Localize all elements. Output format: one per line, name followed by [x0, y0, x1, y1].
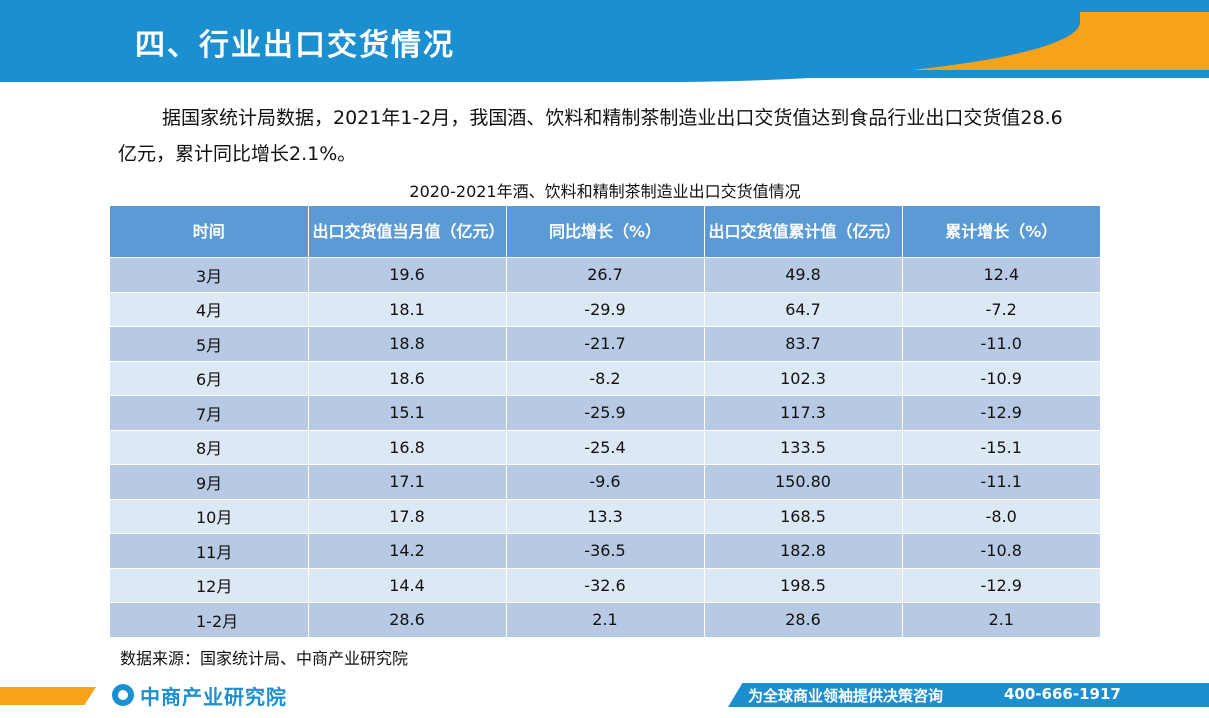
footer-blue-bar	[728, 683, 1209, 707]
table-row: 10月 17.8 13.3 168.5 -8.0	[110, 498, 1100, 534]
cell-time: 3月	[110, 257, 309, 292]
cell-monthly-value: 28.6	[308, 602, 507, 637]
cell-time: 9月	[110, 464, 309, 499]
column-header-yoy-growth: 同比增长（%）	[506, 206, 705, 258]
header-blue-wave	[0, 0, 1080, 82]
cell-time: 12月	[110, 567, 309, 603]
cell-time: 7月	[110, 395, 309, 430]
cell-cumulative-value: 182.8	[704, 533, 903, 568]
column-header-cumulative-growth: 累计增长（%）	[902, 206, 1100, 258]
cell-cumulative-growth: -7.2	[902, 291, 1100, 327]
cell-time: 8月	[110, 429, 309, 465]
footer-phone: 400-666-1917	[1004, 685, 1121, 703]
cell-cumulative-growth: -10.9	[902, 360, 1100, 396]
footer-logo: 中商产业研究院	[112, 683, 287, 709]
table-row: 9月 17.1 -9.6 150.80 -11.1	[110, 464, 1100, 499]
table-row: 5月 18.8 -21.7 83.7 -11.0	[110, 326, 1100, 361]
table-header-row: 时间 出口交货值当月值（亿元） 同比增长（%） 出口交货值累计值（亿元） 累计增…	[110, 206, 1100, 258]
cell-monthly-value: 18.1	[308, 291, 507, 327]
company-logo-icon	[112, 684, 134, 706]
cell-yoy-growth: -29.9	[506, 291, 705, 327]
table-body: 3月 19.6 26.7 49.8 12.4 4月 18.1 -29.9 64.7 -7.2 5月 1…	[110, 257, 1100, 637]
cell-yoy-growth: -25.4	[506, 429, 705, 465]
cell-monthly-value: 18.6	[308, 360, 507, 396]
cell-cumulative-value: 102.3	[704, 360, 903, 396]
cell-yoy-growth: -32.6	[506, 567, 705, 603]
cell-time: 5月	[110, 326, 309, 361]
table-row: 11月 14.2 -36.5 182.8 -10.8	[110, 533, 1100, 568]
header-banner: 四、行业出口交货情况	[0, 0, 1209, 82]
table-row: 7月 15.1 -25.9 117.3 -12.9	[110, 395, 1100, 430]
intro-paragraph: 据国家统计局数据，2021年1-2月，我国酒、饮料和精制茶制造业出口交货值达到食…	[118, 107, 1063, 165]
cell-monthly-value: 14.2	[308, 533, 507, 568]
table-title: 2020-2021年酒、饮料和精制茶制造业出口交货值情况	[409, 182, 801, 201]
cell-cumulative-growth: -11.1	[902, 464, 1100, 499]
cell-yoy-growth: 13.3	[506, 498, 705, 534]
table-row: 1-2月 28.6 2.1 28.6 2.1	[110, 602, 1100, 637]
data-source-note: 数据来源：国家统计局、中商产业研究院	[120, 649, 409, 668]
cell-cumulative-value: 168.5	[704, 498, 903, 534]
cell-cumulative-growth: 2.1	[902, 602, 1100, 637]
cell-time: 6月	[110, 360, 309, 396]
cell-cumulative-growth: -10.8	[902, 533, 1100, 568]
page-title: 四、行业出口交货情况	[135, 28, 455, 63]
cell-monthly-value: 17.1	[308, 464, 507, 499]
cell-yoy-growth: -8.2	[506, 360, 705, 396]
cell-cumulative-growth: -12.9	[902, 567, 1100, 603]
cell-monthly-value: 18.8	[308, 326, 507, 361]
cell-cumulative-growth: -15.1	[902, 429, 1100, 465]
cell-yoy-growth: 2.1	[506, 602, 705, 637]
table-row: 4月 18.1 -29.9 64.7 -7.2	[110, 291, 1100, 327]
footer-logo-text: 中商产业研究院	[140, 684, 287, 709]
cell-time: 4月	[110, 291, 309, 327]
cell-yoy-growth: -21.7	[506, 326, 705, 361]
cell-cumulative-value: 133.5	[704, 429, 903, 465]
cell-cumulative-value: 28.6	[704, 602, 903, 637]
column-header-cumulative-value: 出口交货值累计值（亿元）	[704, 206, 903, 258]
cell-cumulative-value: 83.7	[704, 326, 903, 361]
cell-cumulative-growth: -11.0	[902, 326, 1100, 361]
column-header-monthly-value: 出口交货值当月值（亿元）	[308, 206, 507, 258]
cell-time: 1-2月	[110, 602, 309, 637]
cell-monthly-value: 15.1	[308, 395, 507, 430]
cell-yoy-growth: -36.5	[506, 533, 705, 568]
cell-cumulative-value: 49.8	[704, 257, 903, 292]
cell-yoy-growth: 26.7	[506, 257, 705, 292]
cell-cumulative-growth: -8.0	[902, 498, 1100, 534]
column-header-time: 时间	[110, 206, 309, 258]
cell-monthly-value: 14.4	[308, 567, 507, 603]
cell-cumulative-value: 150.80	[704, 464, 903, 499]
cell-monthly-value: 17.8	[308, 498, 507, 534]
table-row: 3月 19.6 26.7 49.8 12.4	[110, 257, 1100, 292]
cell-yoy-growth: -9.6	[506, 464, 705, 499]
cell-monthly-value: 19.6	[308, 257, 507, 292]
export-value-table: 时间 出口交货值当月值（亿元） 同比增长（%） 出口交货值累计值（亿元） 累计增…	[110, 206, 1100, 637]
cell-cumulative-value: 198.5	[704, 567, 903, 603]
cell-cumulative-growth: -12.9	[902, 395, 1100, 430]
table-row: 12月 14.4 -32.6 198.5 -12.9	[110, 567, 1100, 603]
cell-cumulative-value: 117.3	[704, 395, 903, 430]
footer-orange-bar	[0, 687, 96, 705]
cell-cumulative-value: 64.7	[704, 291, 903, 327]
table-row: 6月 18.6 -8.2 102.3 -10.9	[110, 360, 1100, 396]
cell-time: 10月	[110, 498, 309, 534]
table-row: 8月 16.8 -25.4 133.5 -15.1	[110, 429, 1100, 465]
cell-time: 11月	[110, 533, 309, 568]
cell-cumulative-growth: 12.4	[902, 257, 1100, 292]
cell-yoy-growth: -25.9	[506, 395, 705, 430]
footer-slogan: 为全球商业领袖提供决策咨询	[748, 687, 944, 705]
cell-monthly-value: 16.8	[308, 429, 507, 465]
